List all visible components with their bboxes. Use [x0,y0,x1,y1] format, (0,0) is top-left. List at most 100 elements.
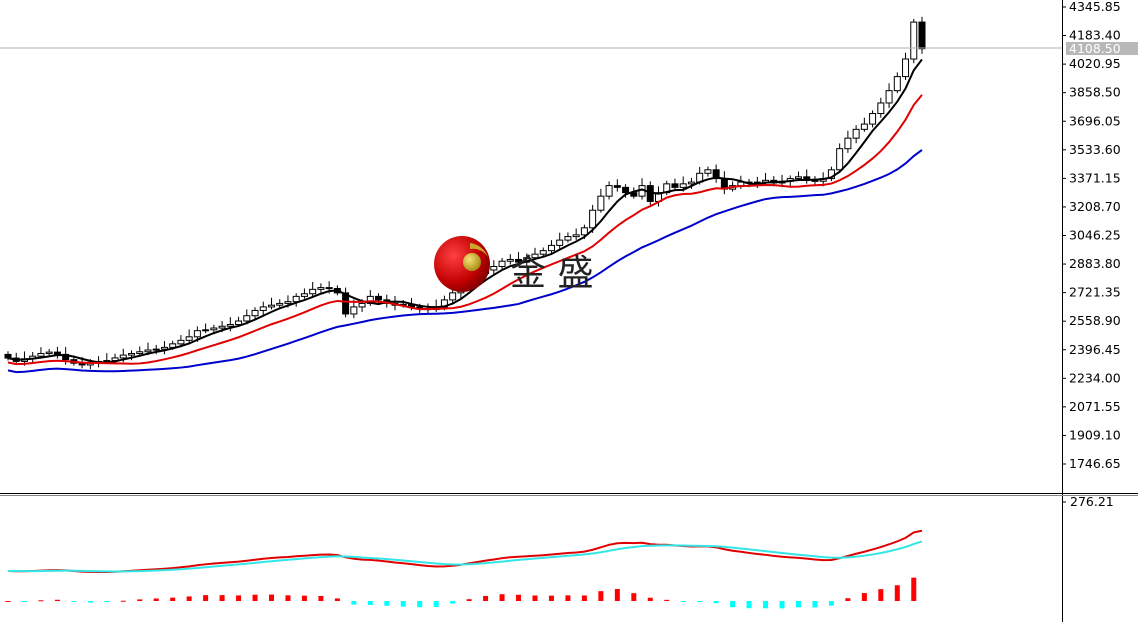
macd-panel [5,529,923,609]
candle [226,317,234,332]
signal-line [7,540,923,573]
price-tick-label: 3858.50 [1069,85,1121,100]
macd-histogram-bar [697,601,703,603]
macd-histogram-bar [236,595,242,601]
candle [251,307,259,320]
macd-histogram-bar [730,601,736,608]
macd-histogram-bar [318,596,324,601]
macd-histogram-bar [746,601,752,609]
macd-histogram-bar [861,593,867,601]
candle [613,179,621,192]
macd-histogram-bar [647,597,653,601]
candle [827,166,835,182]
macd-histogram-bar [911,577,917,601]
macd-histogram-bar [433,601,439,608]
macd-histogram-bar [104,601,110,603]
macd-histogram-bar [5,601,11,602]
price-tick-label: 2883.80 [1069,256,1121,271]
candle [498,258,506,269]
candle [811,176,819,186]
macd-histogram-bar [779,601,785,609]
logo-text: 金 盛 [510,253,593,294]
candle [185,329,193,345]
candle [844,130,852,153]
macd-histogram-bar [499,594,505,601]
price-tick-label: 2396.45 [1069,342,1121,357]
price-tick-label: 3533.60 [1069,142,1121,157]
candle [671,178,679,191]
price-tick-label: 4183.40 [1069,28,1121,43]
macd-histogram-bar [400,601,406,607]
candle [704,166,712,177]
candle [547,240,555,255]
macd-axis-label: 276.21 [1070,494,1114,509]
price-tick-label: 4345.85 [1069,0,1121,14]
candle [243,309,251,325]
macd-histogram-bar [763,601,769,609]
candles [4,16,926,370]
macd-histogram-bar [812,601,818,608]
ma-short-line [7,58,923,364]
macd-histogram-bar [137,599,143,601]
candle [210,324,218,334]
macd-histogram-bar [795,601,801,608]
macd-histogram-bar [203,595,209,601]
macd-histogram-bar [828,601,834,606]
candle [556,232,564,251]
candle [53,346,61,359]
candle [309,281,317,298]
candle [267,297,275,310]
current-price-label: 4108.50 [1069,41,1121,56]
candle [202,323,210,334]
macd-histogram-bar [450,601,456,604]
current-price-box [1066,42,1138,55]
macd-histogram-bar [153,598,159,601]
macd-histogram-bar [252,594,258,601]
macd-histogram-bar [87,601,93,603]
macd-histogram-bar [285,595,291,601]
candle [589,204,597,233]
candle [259,301,267,316]
candle [136,346,144,356]
candle [910,18,918,64]
macd-histogram-bar [334,598,340,601]
candle [720,171,728,195]
price-tick-label: 1909.10 [1069,427,1121,442]
candle [292,293,300,307]
macd-histogram-bar [598,591,604,601]
macd-histogram-bar [38,600,44,602]
candle [712,164,720,183]
ma-long-line [7,149,923,374]
candle [885,83,893,109]
price-tick-label: 3208.70 [1069,199,1121,214]
candle [852,125,860,144]
price-tick-label: 3046.25 [1069,228,1121,243]
candle [803,169,811,184]
logo-sphere [434,236,490,292]
candle [605,181,613,200]
price-tick-label: 2234.00 [1069,370,1121,385]
macd-histogram-bar [516,594,522,601]
macd-histogram-bar [631,593,637,601]
candle [160,341,168,355]
candle [506,254,514,265]
macd-histogram-bar [367,601,373,605]
candle [687,177,695,189]
macd-histogram-bar [713,601,719,604]
macd-histogram-bar [384,601,390,606]
macd-histogram-bar [268,594,274,601]
price-tick-label: 2558.90 [1069,313,1121,328]
candle [276,299,284,309]
macd-histogram-bar [417,601,423,608]
price-tick-label: 1746.65 [1069,456,1121,471]
price-tick-label: 4020.95 [1069,56,1121,71]
price-tick-label: 2071.55 [1069,399,1121,414]
candle [877,97,885,118]
macd-histogram-bar [71,601,77,602]
moving-averages [7,58,923,374]
candle [893,72,901,94]
macd-histogram-bar [483,595,489,601]
macd-histogram-bar [878,589,884,601]
price-tick-label: 2721.35 [1069,285,1121,300]
